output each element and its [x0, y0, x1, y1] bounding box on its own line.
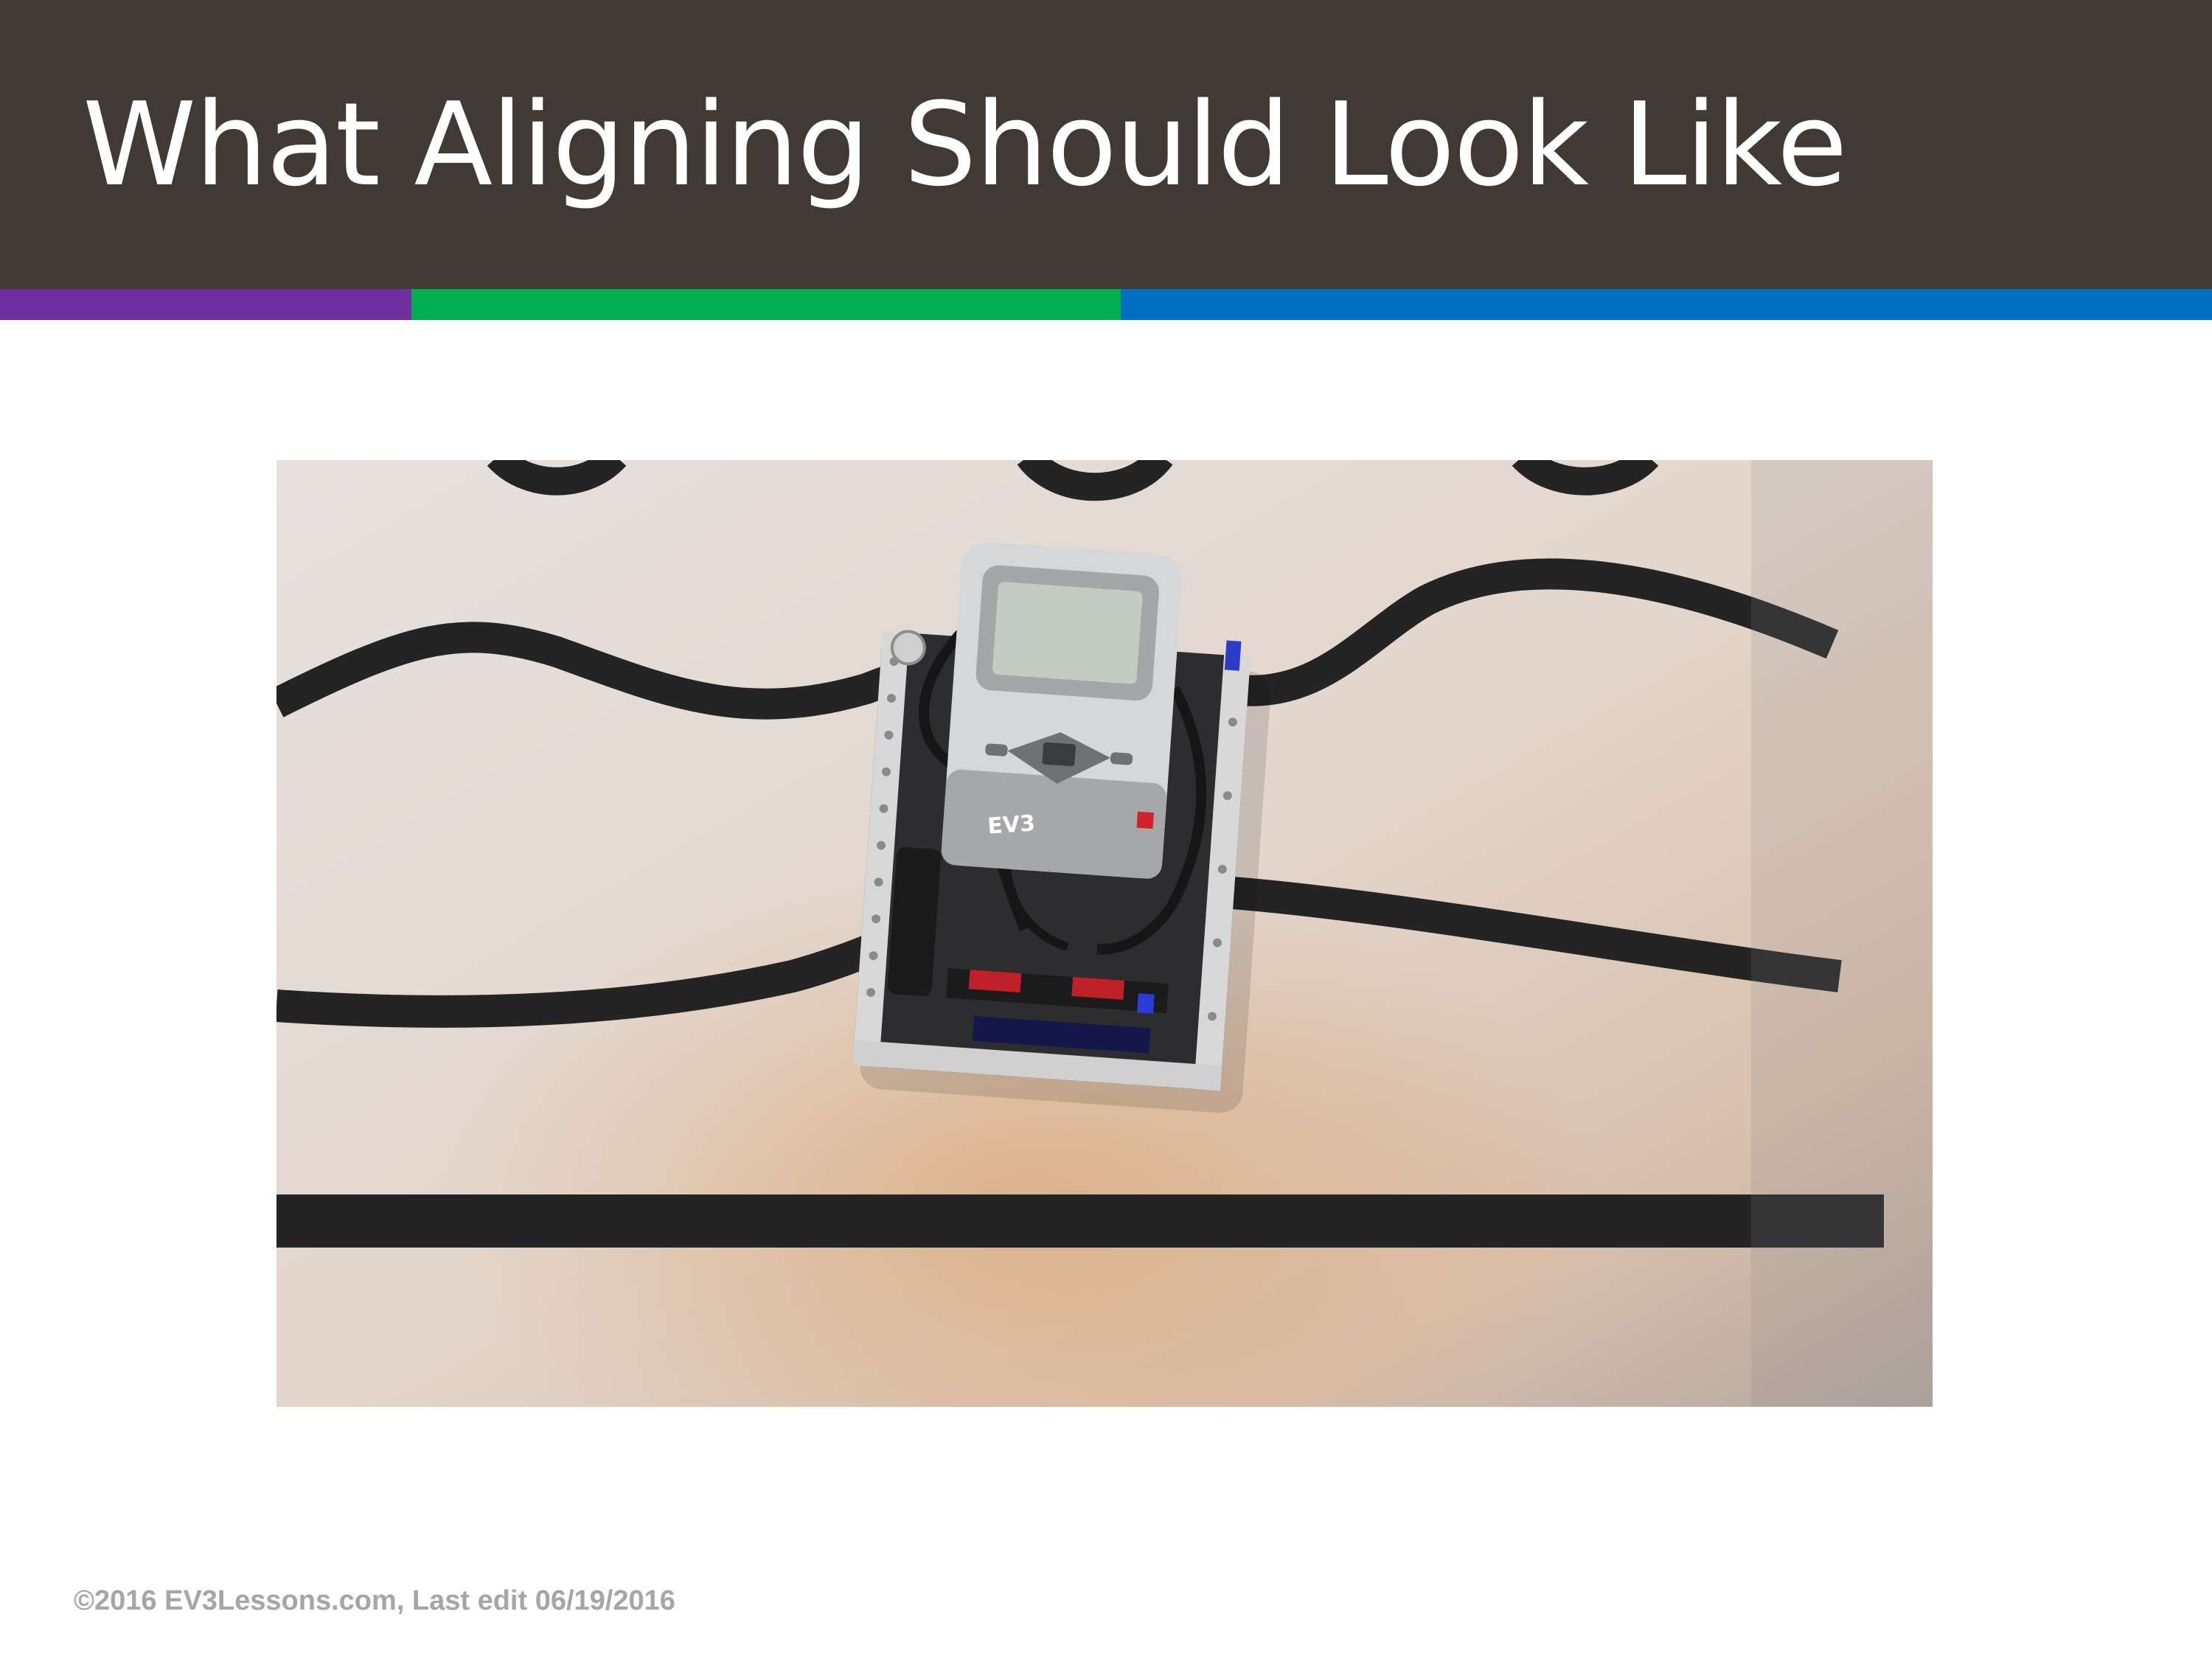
top-track-curves — [487, 460, 1659, 501]
ev3-brick-label: EV3 — [987, 810, 1036, 839]
title-bar: What Aligning Should Look Like — [0, 0, 2212, 289]
robot-wheel — [887, 846, 942, 996]
accent-stripe-purple — [0, 289, 411, 320]
ev3-robot: EV3 — [852, 542, 1271, 1113]
slide-title: What Aligning Should Look Like — [83, 77, 1848, 212]
copyright-footer: ©2016 EV3Lessons.com, Last edit 06/19/20… — [74, 1585, 675, 1616]
track-line-straight — [276, 1194, 1884, 1248]
accent-stripe-green — [411, 289, 1121, 320]
robot-track-photo: EV3 — [276, 460, 1933, 1407]
sensor-red-right — [1071, 977, 1125, 1000]
lego-logo — [1136, 811, 1155, 830]
photo-illustration: EV3 — [276, 460, 1933, 1407]
ev3-screen — [992, 582, 1143, 684]
sensor-red-left — [968, 970, 1022, 993]
accent-stripe-blue — [1121, 289, 2212, 320]
